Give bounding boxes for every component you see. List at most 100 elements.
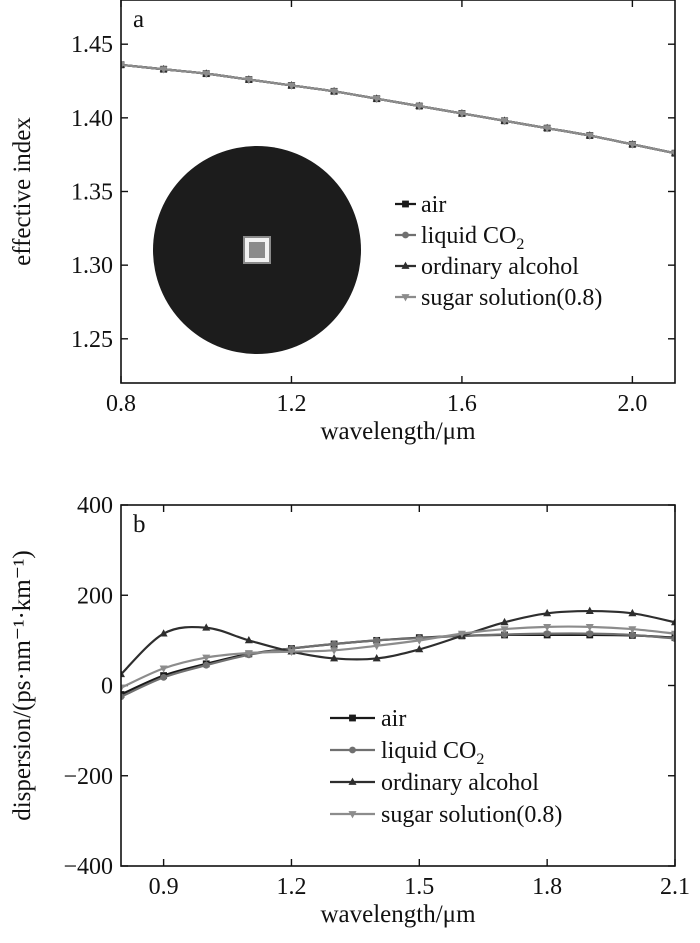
legend-label: sugar solution(0.8) xyxy=(381,802,562,828)
data-point-series-4 xyxy=(585,132,594,140)
data-point-series-3 xyxy=(330,654,339,662)
y-tick-label: 1.25 xyxy=(71,327,113,353)
data-point-series-4 xyxy=(121,61,125,70)
data-point-series-4 xyxy=(628,141,637,149)
x-tick-label: 2.1 xyxy=(660,874,690,900)
series-line-4 xyxy=(121,625,675,689)
data-point-series-4 xyxy=(372,642,381,651)
data-point-series-4 xyxy=(287,648,296,657)
data-point-series-3 xyxy=(585,606,594,614)
y-tick-label: 400 xyxy=(77,493,113,519)
data-point-series-3 xyxy=(628,608,637,617)
x-tick-label: 1.2 xyxy=(276,391,306,417)
data-point-series-2 xyxy=(121,693,125,701)
legend-label: ordinary alcohol xyxy=(381,770,539,796)
plot-frame xyxy=(120,0,676,384)
y-tick-label: 200 xyxy=(77,583,113,609)
data-point-series-2 xyxy=(202,661,210,669)
data-point-series-2 xyxy=(501,631,508,638)
data-point-series-4 xyxy=(330,647,339,655)
data-point-series-4 xyxy=(330,88,339,96)
data-point-series-4 xyxy=(287,82,296,90)
data-point-series-2 xyxy=(160,673,168,681)
series-line-4 xyxy=(121,63,675,155)
x-tick-label: 1.5 xyxy=(404,874,434,900)
x-tick-label: 2.0 xyxy=(617,391,647,417)
plot-frame xyxy=(120,504,676,867)
data-point-series-3 xyxy=(244,635,253,644)
data-point-series-4 xyxy=(457,110,466,118)
data-point-series-4 xyxy=(415,637,424,645)
data-point-series-4 xyxy=(202,70,211,79)
legend-label: air xyxy=(381,706,406,732)
y-tick-label: −400 xyxy=(63,854,113,880)
legend-label: sugar solution(0.8) xyxy=(421,285,602,311)
data-point-series-4 xyxy=(671,630,675,639)
data-point-series-4 xyxy=(671,150,675,158)
legend-label: air xyxy=(421,192,446,218)
data-point-series-4 xyxy=(500,117,509,126)
y-tick-label: 1.30 xyxy=(71,253,113,279)
x-tick-label: 1.6 xyxy=(447,391,477,417)
data-point-series-3 xyxy=(671,617,675,626)
data-point-series-4 xyxy=(372,95,381,104)
data-point-series-4 xyxy=(415,103,424,111)
data-point-series-3 xyxy=(372,654,381,662)
data-point-series-3 xyxy=(121,669,125,678)
legend-marker xyxy=(401,294,410,302)
data-point-series-3 xyxy=(500,617,509,626)
y-axis-title: effective index xyxy=(9,117,36,266)
series-line-2 xyxy=(121,632,675,698)
data-point-series-4 xyxy=(121,684,125,693)
data-point-series-2 xyxy=(543,630,551,638)
legend-marker xyxy=(348,811,357,819)
y-tick-label: 1.45 xyxy=(71,32,113,58)
data-point-series-4 xyxy=(543,125,552,133)
x-tick-label: 1.8 xyxy=(532,874,562,900)
data-point-series-4 xyxy=(543,623,552,632)
data-point-series-3 xyxy=(202,623,211,631)
data-point-series-4 xyxy=(244,650,253,658)
series-line-1 xyxy=(121,63,675,155)
series-line-3 xyxy=(121,63,675,155)
legend-label-subscript: 2 xyxy=(476,751,484,768)
data-point-series-2 xyxy=(671,635,675,642)
y-tick-label: 0 xyxy=(101,674,113,700)
data-point-series-4 xyxy=(628,626,637,634)
data-point-series-4 xyxy=(500,626,509,634)
y-tick-label: −200 xyxy=(63,764,113,790)
x-tick-label: 0.9 xyxy=(149,874,179,900)
legend-marker xyxy=(348,777,357,785)
panel-label: a xyxy=(133,6,144,33)
data-point-series-3 xyxy=(415,645,424,653)
legend-marker xyxy=(402,200,409,208)
legend-marker xyxy=(349,746,356,754)
data-point-series-2 xyxy=(373,636,381,644)
data-point-series-4 xyxy=(159,665,168,673)
x-tick-label: 1.2 xyxy=(276,874,306,900)
legend-marker xyxy=(402,231,409,239)
panel-a: 0.8 1.2 1.6 2.0 1.25 1.30 1.35 1.40 1.45 a wavelen… xyxy=(9,0,676,445)
series-line-2 xyxy=(121,63,675,155)
series-layer xyxy=(121,60,675,158)
data-point-series-4 xyxy=(585,623,594,632)
y-tick-label: 1.35 xyxy=(71,180,113,206)
panel-b: 0.9 1.2 1.5 1.8 2.1 −400 −200 0 200 400 b wavelengt… xyxy=(9,493,690,928)
data-point-series-3 xyxy=(159,629,168,637)
panel-label: b xyxy=(133,511,146,538)
series-layer xyxy=(121,606,675,701)
legend-label-subscript: 2 xyxy=(516,236,524,253)
data-point-series-3 xyxy=(543,608,552,617)
inset-mode-profile xyxy=(153,146,361,354)
y-tick-label: 1.40 xyxy=(71,106,113,132)
data-point-series-4 xyxy=(159,66,168,74)
legend-marker xyxy=(401,261,410,269)
data-point-series-2 xyxy=(330,640,338,648)
data-point-series-4 xyxy=(244,76,253,84)
legend-label: ordinary alcohol xyxy=(421,254,579,280)
series-line-3 xyxy=(121,609,675,676)
x-tick-label: 0.8 xyxy=(106,391,136,417)
